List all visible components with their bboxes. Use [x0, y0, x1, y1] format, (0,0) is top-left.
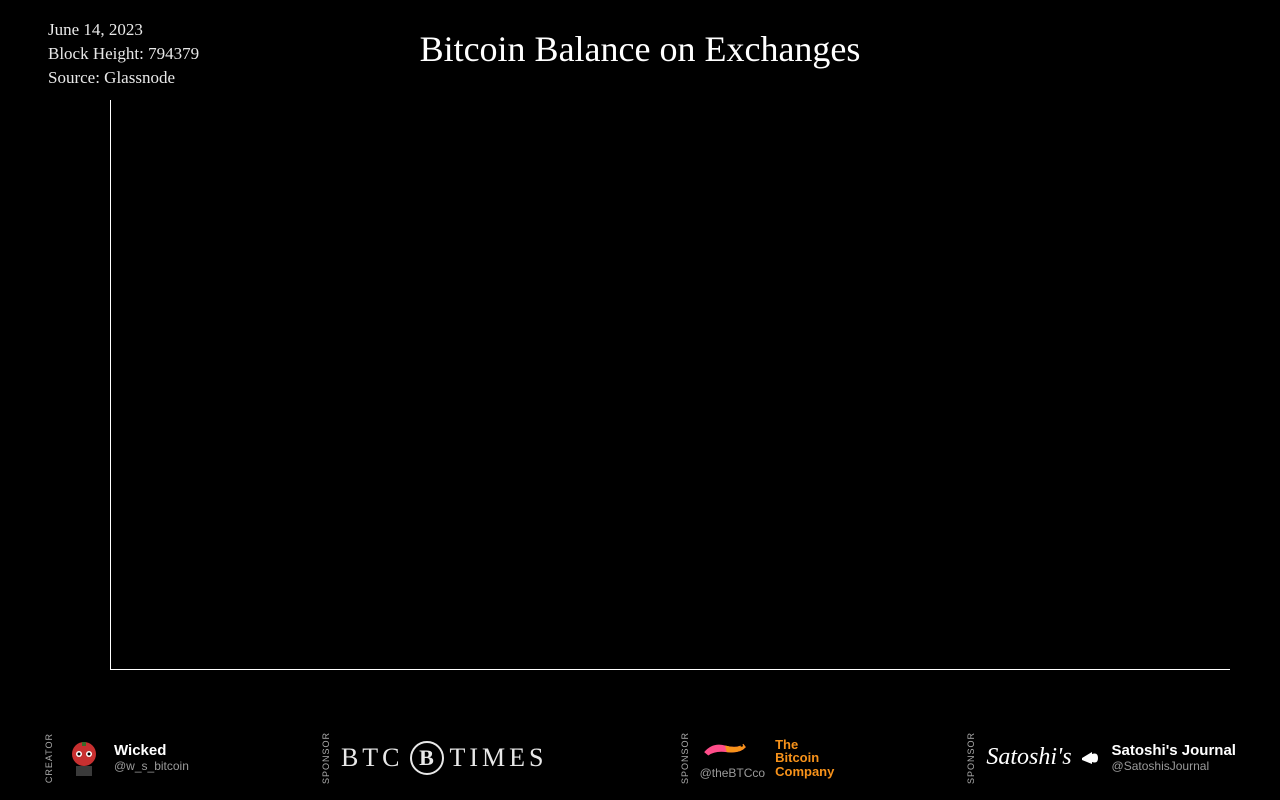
sponsor3-role-label: SPONSOR [966, 732, 976, 784]
sponsor2-handle: @theBTCco [700, 766, 766, 780]
sponsor3-handle: @SatoshisJournal [1112, 759, 1236, 773]
creator-role-label: CREATOR [44, 733, 54, 783]
creator-avatar-icon [64, 738, 104, 778]
tbc-line2: Bitcoin [775, 751, 834, 765]
footer-sponsor-btctimes: SPONSOR BTC B TIMES [321, 732, 548, 784]
footer-creator: CREATOR Wicked @w_s_bitcoin [44, 733, 189, 783]
footer-sponsor-tbc: SPONSOR @theBTCco The Bitcoin Company [680, 732, 835, 784]
creator-handle: @w_s_bitcoin [114, 759, 189, 773]
x-axis-line [110, 669, 1230, 670]
tbc-line1: The [775, 738, 834, 752]
chart-title: Bitcoin Balance on Exchanges [0, 28, 1280, 70]
footer-credits: CREATOR Wicked @w_s_bitcoin SPONSOR BTC … [44, 728, 1236, 788]
btctimes-b-icon: B [410, 741, 444, 775]
sponsor2-role-label: SPONSOR [680, 732, 690, 784]
chart-svg [110, 100, 1230, 670]
gecko-icon [700, 735, 750, 761]
megaphone-icon [1078, 744, 1102, 768]
footer-sponsor-satoshis: SPONSOR Satoshi's Satoshi's Journal @Sat… [966, 732, 1236, 784]
sponsor1-role-label: SPONSOR [321, 732, 331, 784]
y-axis-line [110, 100, 111, 670]
btctimes-left: BTC [341, 743, 404, 773]
satoshis-logo: Satoshi's [986, 744, 1101, 771]
tbc-line3: Company [775, 765, 834, 779]
chart-plot-area [110, 100, 1230, 670]
sponsor3-name: Satoshi's Journal [1112, 742, 1236, 759]
btctimes-right: TIMES [450, 743, 548, 773]
creator-name: Wicked [114, 742, 189, 759]
